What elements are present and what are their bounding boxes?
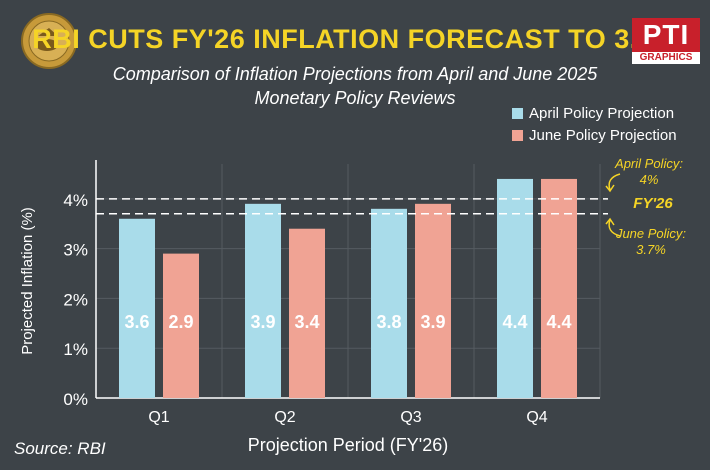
chart-title: RBI CUTS FY'26 INFLATION FORECAST TO 3.7… xyxy=(32,24,678,54)
annotation-april-value: 4% xyxy=(639,172,659,187)
bar-june-q3 xyxy=(415,203,451,398)
rbi-emblem-icon xyxy=(21,13,77,69)
bar-june-q4 xyxy=(541,178,577,398)
bar-value-label: 3.9 xyxy=(420,312,445,332)
annotation-arrowhead-june xyxy=(605,217,615,226)
annotation-arrowhead-april xyxy=(605,184,615,193)
annotation-april-label: April Policy: xyxy=(615,156,683,171)
y-tick-label: 2% xyxy=(63,290,88,309)
bar-april-q3 xyxy=(371,208,407,398)
legend-label-june: June Policy Projection xyxy=(529,126,677,144)
annotation-arrow-june xyxy=(608,219,621,237)
x-tick-label: Q4 xyxy=(526,409,547,426)
annotation-fy26: FY'26 xyxy=(633,195,673,212)
bar-value-label: 3.4 xyxy=(294,312,319,332)
annotation-june-value: 3.7% xyxy=(636,242,666,257)
legend-swatch-april xyxy=(512,107,523,119)
chart-subtitle-line-2: Monetary Policy Reviews xyxy=(254,88,456,108)
y-tick-label: 3% xyxy=(63,241,88,260)
annotation-april: April Policy: 4% xyxy=(612,156,686,188)
y-axis-title: Projected Inflation (%) xyxy=(19,207,36,355)
bar-value-label: 3.6 xyxy=(124,312,149,332)
logo-subtext: GRAPHICS xyxy=(632,52,700,64)
bar-value-label: 3.9 xyxy=(250,312,275,332)
bar-april-q1 xyxy=(119,218,155,398)
bar-june-q2 xyxy=(289,228,325,398)
x-tick-label: Q2 xyxy=(274,409,295,426)
bar-april-q2 xyxy=(245,203,281,398)
legend-item-june: June Policy Projection xyxy=(512,124,677,146)
source-note: Source: RBI xyxy=(14,439,106,458)
x-axis-title: Projection Period (FY'26) xyxy=(248,435,449,455)
chart-subtitle-line-1: Comparison of Inflation Projections from… xyxy=(112,64,598,84)
pti-graphics-logo: PTI GRAPHICS xyxy=(632,18,700,64)
x-tick-label: Q1 xyxy=(148,409,169,426)
logo-text: PTI xyxy=(632,18,700,52)
y-tick-label: 0% xyxy=(63,390,88,409)
legend-item-april: April Policy Projection xyxy=(512,102,677,124)
x-tick-label: Q3 xyxy=(400,409,421,426)
bar-value-label: 4.4 xyxy=(502,312,527,332)
bar-april-q4 xyxy=(497,178,533,398)
annotation-arrow-april xyxy=(608,173,621,191)
legend-label-april: April Policy Projection xyxy=(529,104,675,122)
annotation-june: June Policy: 3.7% xyxy=(614,226,688,258)
bar-value-label: 4.4 xyxy=(546,312,571,332)
y-tick-label: 1% xyxy=(63,340,88,359)
chart-legend: April Policy Projection June Policy Proj… xyxy=(512,102,677,146)
y-tick-label: 4% xyxy=(63,191,88,210)
annotation-june-label: June Policy: xyxy=(615,226,687,241)
bar-value-label: 2.9 xyxy=(168,312,193,332)
legend-swatch-june xyxy=(512,129,523,141)
bar-june-q1 xyxy=(163,253,199,398)
bar-value-label: 3.8 xyxy=(376,312,401,332)
